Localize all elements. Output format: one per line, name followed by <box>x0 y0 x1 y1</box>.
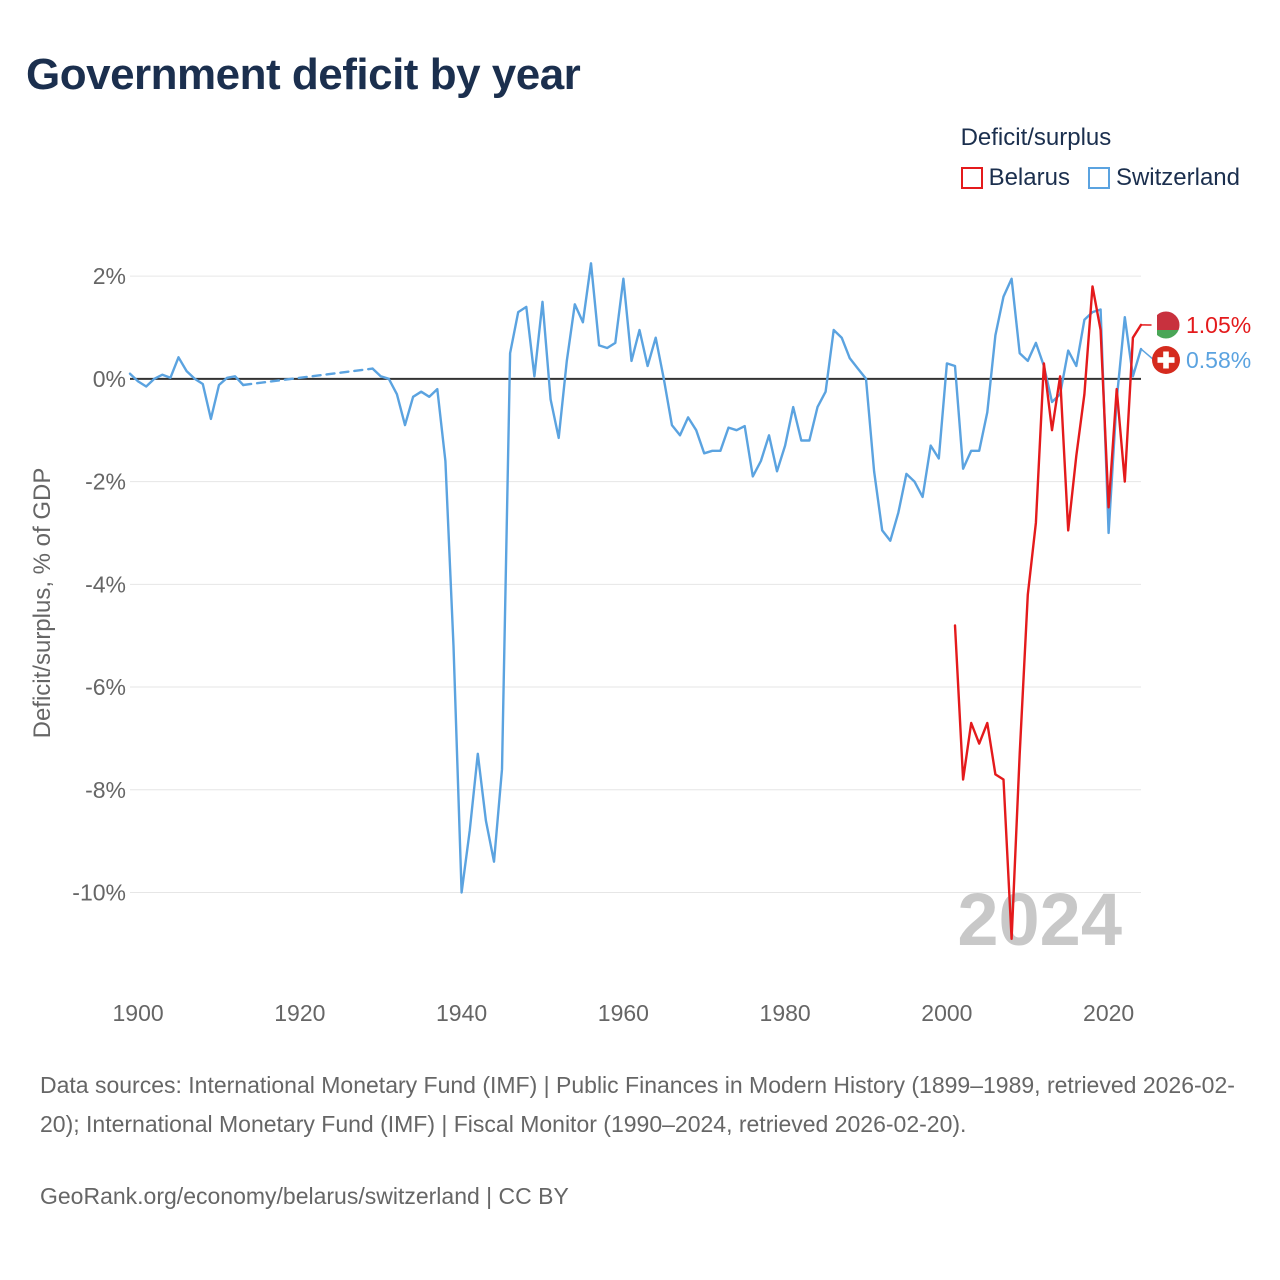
y-tick-label: -10% <box>72 880 126 906</box>
line-chart: 2024 2% 0% -2% -4% -6% -8% -10% 1900 1920 1940 196… <box>29 262 1251 1026</box>
legend-title: Deficit/surplus <box>960 124 1112 151</box>
grid-lines <box>130 275 1141 894</box>
x-tick-label: 2020 <box>1083 1000 1134 1026</box>
y-tick-label: -4% <box>85 571 126 597</box>
x-tick-label: 1960 <box>598 1000 649 1026</box>
legend-item-switzerland[interactable]: Switzerland <box>1087 164 1240 192</box>
axes: 2% 0% -2% -4% -6% -8% -10% 1900 1920 1940 1960 1980… <box>72 263 1141 1026</box>
x-tick-label: 1980 <box>760 1000 811 1026</box>
x-tick-label: 1920 <box>274 1000 325 1026</box>
legend-label-belarus: Belarus <box>988 164 1070 191</box>
x-tick-label: 1940 <box>436 1000 487 1026</box>
switzerland-end-label: 0.58% <box>1186 347 1251 373</box>
belarus-flag-ring <box>1151 310 1181 340</box>
credit-link[interactable]: GeoRank.org/economy/belarus/switzerland … <box>40 1183 569 1209</box>
series-lines <box>128 262 1143 940</box>
y-axis-title: Deficit/surplus, % of GDP <box>29 468 56 739</box>
belarus-flag-green <box>1152 330 1180 339</box>
series-line-belarus <box>953 285 1143 940</box>
x-tick-label: 2000 <box>921 1000 972 1026</box>
series-line-switzerland <box>241 367 374 387</box>
x-tick-label: 1900 <box>113 1000 164 1026</box>
belarus-end-label: 1.05% <box>1186 312 1251 338</box>
legend-swatch-switzerland <box>1087 167 1110 189</box>
chart-title: Government deficit by year <box>26 50 581 99</box>
series-line-switzerland <box>371 262 1143 894</box>
year-watermark: 2024 <box>957 878 1122 961</box>
y-tick-label: -2% <box>85 469 126 495</box>
belarus-flag-red <box>1152 311 1180 330</box>
legend-item-belarus[interactable]: Belarus <box>960 164 1070 192</box>
legend: Deficit/surplus Belarus Switzerland <box>960 124 1240 192</box>
belarus-flag-icon <box>1152 311 1180 339</box>
y-tick-label: -8% <box>85 777 126 803</box>
y-tick-label: 2% <box>93 263 126 289</box>
switzerland-label-connector <box>1140 348 1155 361</box>
y-tick-label: -6% <box>85 674 126 700</box>
switzerland-cross-horizontal <box>1157 357 1175 363</box>
series-line-switzerland <box>128 356 245 421</box>
y-tick-label: 0% <box>93 366 126 392</box>
legend-swatch-belarus <box>960 167 983 189</box>
belarus-flag-ornament <box>1152 311 1157 339</box>
legend-label-switzerland: Switzerland <box>1115 164 1240 191</box>
data-sources: Data sources: International Monetary Fun… <box>40 1072 1235 1137</box>
end-labels: 1.05% 0.58% <box>1140 310 1251 374</box>
